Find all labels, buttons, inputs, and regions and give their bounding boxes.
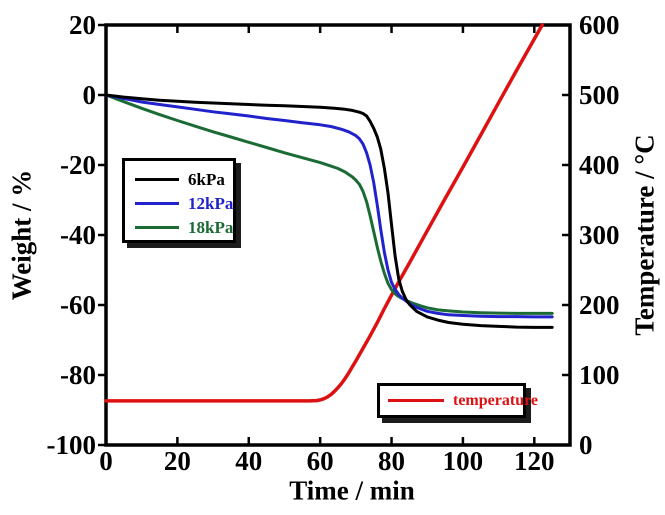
left-tick-label: -100 (47, 430, 97, 460)
legend-line-18kpa (135, 225, 179, 229)
left-tick-label: -80 (60, 360, 96, 390)
temperature-legend: temperature (377, 383, 538, 418)
legend-item-temperature: temperature (388, 389, 538, 413)
right-tick-label: 100 (579, 360, 620, 390)
left-tick-label: 20 (69, 10, 96, 40)
right-tick-label: 500 (579, 80, 620, 110)
legend-line-temperature (388, 399, 444, 402)
right-tick-label: 200 (579, 290, 620, 320)
x-tick-label: 20 (164, 446, 191, 476)
left-tick-label: -60 (60, 290, 96, 320)
left-tick-label: -20 (60, 150, 96, 180)
legend-line-6kpa (135, 177, 179, 181)
series-curve-18kPa (104, 93, 554, 315)
legend-item-6kpa: 6kPa (135, 167, 225, 191)
legend-label-18kpa: 18kPa (188, 217, 234, 237)
right-tick-label: 0 (579, 430, 593, 460)
right-y-axis-title: Temperature / °C (629, 134, 660, 336)
right-tick-label: 400 (579, 150, 620, 180)
series-curve-temperature (104, 23, 544, 403)
legend-label-6kpa: 6kPa (188, 169, 225, 189)
x-tick-label: 40 (235, 446, 262, 476)
pressure-legend: 6kPa 12kPa 18kPa (122, 158, 236, 243)
x-tick-label: 120 (514, 446, 555, 476)
left-tick-label: -40 (60, 220, 96, 250)
series-curve-12kPa (104, 93, 554, 319)
x-tick-label: 80 (378, 446, 405, 476)
x-tick-label: 60 (307, 446, 334, 476)
left-tick-label: 0 (83, 80, 97, 110)
legend-label-12kpa: 12kPa (188, 193, 234, 213)
series-curve-6kPa (104, 93, 554, 329)
right-tick-label: 300 (579, 220, 620, 250)
legend-label-temperature: temperature (453, 391, 538, 409)
x-axis-title: Time / min (289, 475, 415, 506)
legend-line-12kpa (135, 201, 179, 205)
left-y-axis-title: Weight / % (6, 169, 37, 301)
right-tick-label: 600 (579, 10, 620, 40)
x-tick-label: 0 (99, 446, 113, 476)
legend-item-12kpa: 12kPa (135, 191, 233, 215)
x-tick-label: 100 (443, 446, 484, 476)
legend-item-18kpa: 18kPa (135, 215, 233, 239)
